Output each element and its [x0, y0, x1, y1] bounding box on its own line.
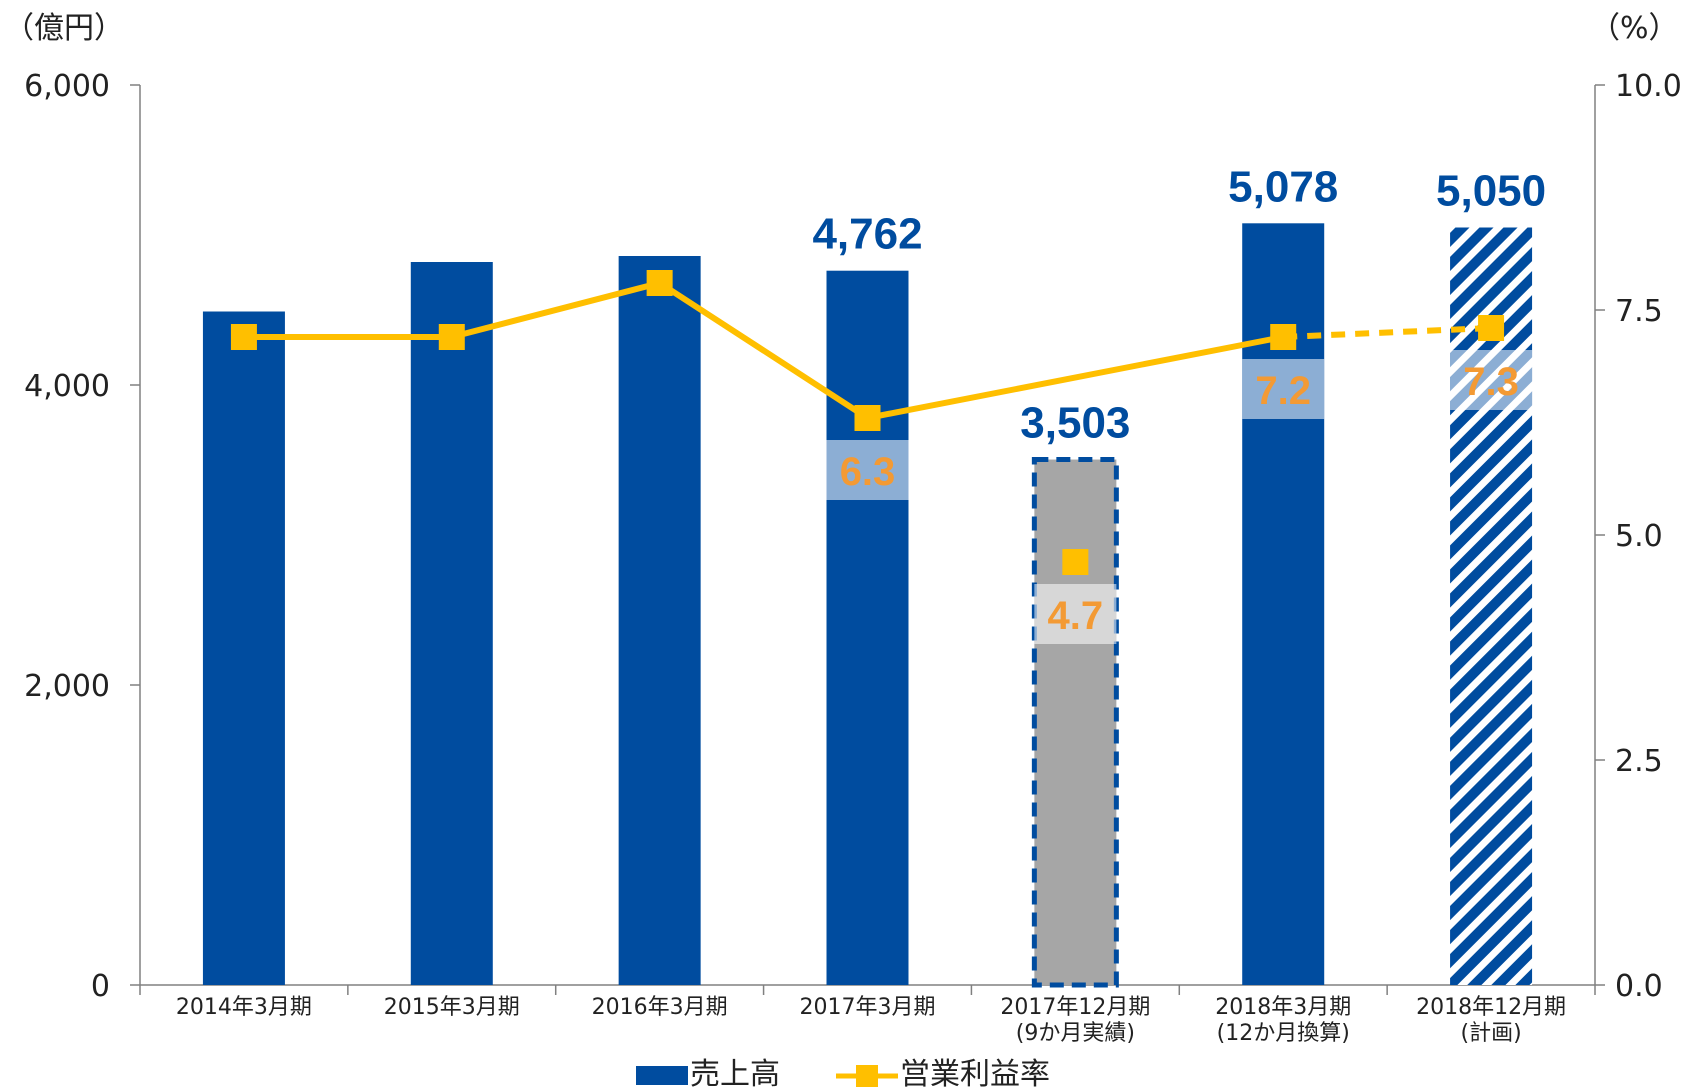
- left-tick-label: 2,000: [24, 669, 110, 704]
- right-tick-label: 0.0: [1615, 969, 1663, 1004]
- left-axis-unit: （億円）: [4, 11, 124, 46]
- category-label: 2018年3月期: [1215, 995, 1351, 1020]
- margin-line-segment: [1283, 325, 1492, 340]
- sales-bar: [1450, 227, 1533, 985]
- category-label: (計画): [1460, 1021, 1521, 1046]
- margin-marker: [1270, 324, 1297, 350]
- right-tick-label: 2.5: [1615, 744, 1663, 779]
- margin-marker: [854, 405, 881, 431]
- category-label: 2015年3月期: [384, 995, 520, 1020]
- sales-bar: [410, 262, 493, 985]
- sales-bar: [202, 311, 285, 985]
- sales-bar: [826, 270, 909, 985]
- margin-marker: [646, 270, 673, 296]
- category-label: 2017年12月期: [1000, 995, 1150, 1020]
- right-tick-label: 10.0: [1615, 69, 1682, 104]
- margin-marker: [1478, 315, 1505, 341]
- margin-label-box: [826, 440, 909, 500]
- data-labels-layer: 4,762 3,503 5,078 5,050 6.3 4.7 7.2 7.3: [812, 162, 1546, 638]
- rate-label-boxes: [826, 350, 1533, 644]
- sales-bar: [1242, 223, 1325, 986]
- category-label: 2017年3月期: [800, 995, 936, 1020]
- margin-value-label: 4.7: [1048, 594, 1104, 638]
- bars-layer: [202, 223, 1533, 988]
- right-tick-label: 5.0: [1615, 519, 1663, 554]
- category-label: (9か月実績): [1016, 1021, 1135, 1046]
- left-tick-label: 4,000: [24, 369, 110, 404]
- legend-swatch-sales: [636, 1066, 688, 1085]
- left-tick-label: 6,000: [24, 69, 110, 104]
- left-tick-label: 0: [91, 969, 110, 1004]
- margin-marker: [438, 324, 465, 350]
- sales-value-label: 5,078: [1228, 162, 1338, 211]
- margin-value-label: 6.3: [840, 450, 896, 494]
- right-axis-unit: （%）: [1590, 11, 1679, 46]
- legend-marker-margin: [856, 1065, 878, 1087]
- legend-label-sales: 売上高: [690, 1057, 780, 1088]
- sales-value-label: 4,762: [812, 210, 922, 259]
- legend-label-margin: 営業利益率: [900, 1057, 1050, 1088]
- margin-value-label: 7.3: [1463, 360, 1519, 404]
- sales-value-label: 5,050: [1436, 167, 1546, 216]
- margin-line-segment: [866, 334, 1284, 421]
- sales-value-label: 3,503: [1020, 399, 1130, 448]
- category-label: 2014年3月期: [176, 995, 312, 1020]
- sales-bar: [1031, 457, 1119, 988]
- margin-label-box: [1450, 350, 1533, 410]
- margin-marker: [1062, 549, 1089, 575]
- margin-line-layer: [230, 270, 1505, 575]
- margin-label-box: [1242, 359, 1325, 419]
- margin-marker: [230, 324, 257, 350]
- axes: 0 2,000 4,000 6,000 0.0 2.5 5.0 7.5 10.0: [24, 69, 1682, 1004]
- margin-line-segment: [243, 280, 870, 421]
- category-label: 2016年3月期: [592, 995, 728, 1020]
- margin-label-box: [1034, 584, 1117, 644]
- sales-bar: [618, 256, 701, 985]
- margin-value-label: 7.2: [1255, 369, 1311, 413]
- category-label: 2018年12月期: [1416, 995, 1566, 1020]
- right-tick-label: 7.5: [1615, 294, 1663, 329]
- legend: 売上高 営業利益率: [636, 1057, 1050, 1088]
- category-labels: 2014年3月期 2015年3月期 2016年3月期 2017年3月期 2017年12月…: [176, 995, 1566, 1046]
- category-label: (12か月換算): [1217, 1021, 1350, 1046]
